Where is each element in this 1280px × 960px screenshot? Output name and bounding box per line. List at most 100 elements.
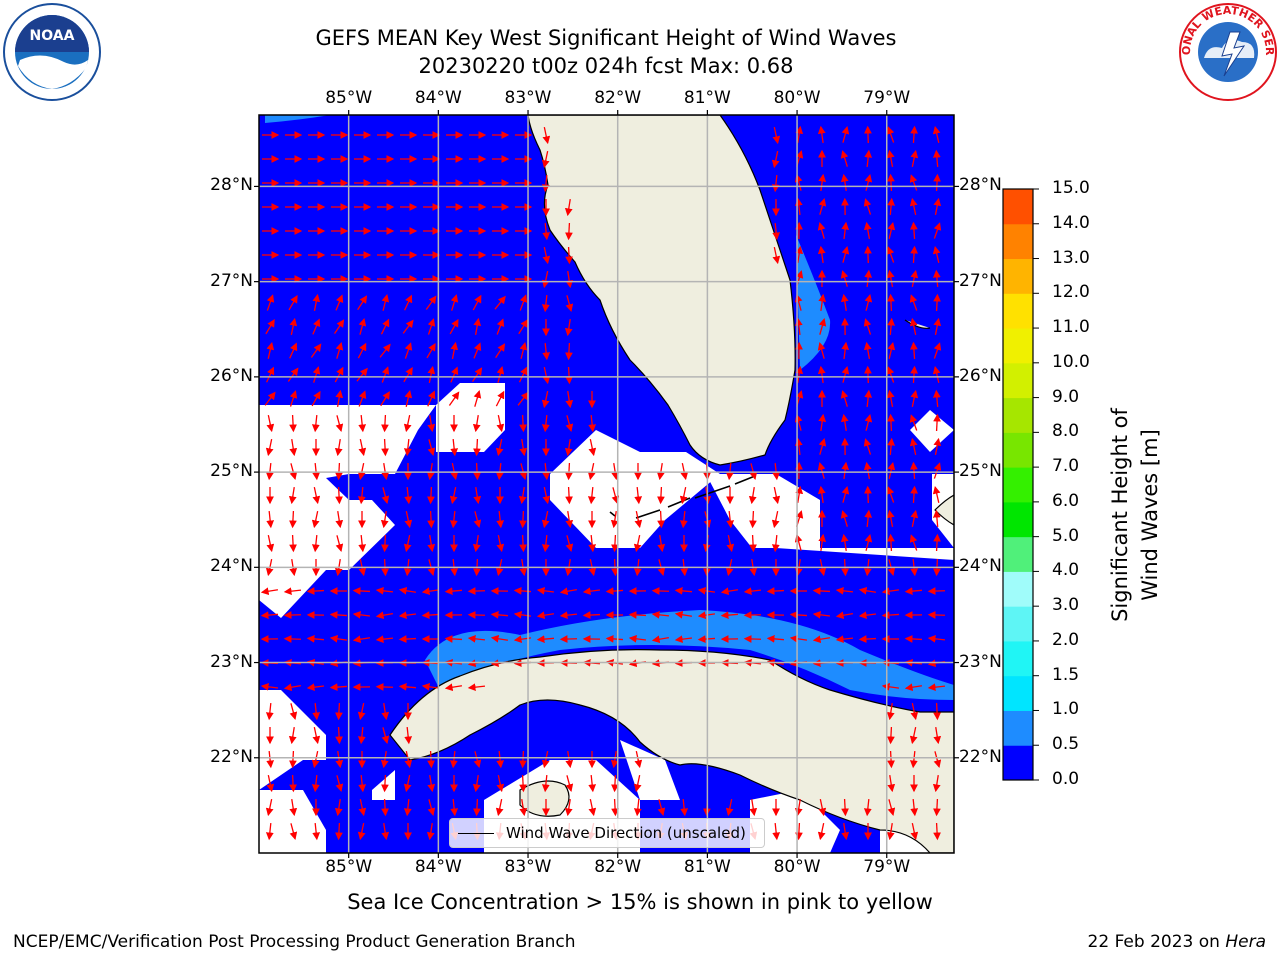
wave-direction-arrow bbox=[403, 775, 412, 793]
wave-direction-arrow bbox=[352, 587, 371, 595]
wave-direction-arrow bbox=[312, 822, 321, 841]
lat-label-left: 28°N bbox=[210, 175, 253, 196]
wave-direction-arrow bbox=[749, 798, 758, 817]
wave-direction-arrow bbox=[375, 683, 394, 691]
wave-direction-arrow bbox=[725, 799, 734, 817]
wave-direction-arrow bbox=[749, 463, 758, 480]
wave-direction-arrow bbox=[564, 798, 573, 817]
colorbar-bin bbox=[1003, 397, 1033, 433]
wave-direction-arrow bbox=[312, 702, 321, 721]
wave-direction-arrow bbox=[863, 318, 872, 335]
wave-direction-arrow bbox=[381, 366, 390, 383]
lon-label-top: 83°W bbox=[504, 88, 552, 108]
wave-direction-arrow bbox=[771, 534, 780, 553]
lat-label-right: 28°N bbox=[959, 175, 1002, 196]
wave-direction-arrow bbox=[473, 798, 481, 817]
wave-direction-arrow bbox=[427, 750, 435, 769]
wave-direction-arrow bbox=[789, 611, 808, 619]
wave-direction-arrow bbox=[743, 611, 762, 619]
colorbar-bin bbox=[1003, 571, 1033, 607]
wave-direction-arrow bbox=[795, 365, 804, 384]
lat-label-left: 24°N bbox=[210, 556, 253, 577]
wave-direction-arrow bbox=[541, 271, 550, 289]
wave-direction-arrow bbox=[887, 726, 895, 745]
wave-direction-arrow bbox=[909, 727, 918, 745]
nws-logo: NATIONAL WEATHER SERVICE bbox=[1178, 2, 1277, 101]
wave-direction-arrow bbox=[444, 683, 463, 692]
wave-direction-arrow bbox=[288, 726, 297, 745]
wave-direction-arrow bbox=[841, 486, 850, 503]
wave-direction-arrow bbox=[886, 486, 895, 503]
wave-direction-arrow bbox=[726, 535, 735, 553]
wave-direction-arrow bbox=[674, 610, 693, 619]
wave-direction-arrow bbox=[357, 463, 366, 481]
wave-direction-arrow bbox=[565, 462, 573, 481]
wave-direction-arrow bbox=[495, 439, 504, 457]
bahamas-islands bbox=[904, 319, 954, 526]
isla-juventud bbox=[519, 780, 570, 817]
wave-direction-arrow bbox=[519, 750, 527, 769]
wave-direction-arrow bbox=[541, 151, 550, 169]
wave-direction-arrow bbox=[266, 415, 275, 433]
wave-direction-arrow bbox=[651, 587, 670, 595]
wave-direction-arrow bbox=[404, 294, 413, 311]
wave-direction-arrow bbox=[887, 173, 895, 192]
wave-direction-arrow bbox=[933, 317, 942, 335]
wave-direction-arrow bbox=[404, 511, 413, 529]
wave-direction-arrow bbox=[312, 487, 321, 505]
wave-direction-arrow bbox=[565, 486, 573, 505]
wave-direction-arrow bbox=[565, 295, 574, 312]
wave-direction-arrow bbox=[358, 774, 367, 793]
wave-direction-arrow bbox=[335, 486, 343, 505]
wave-direction-arrow bbox=[886, 269, 895, 287]
wave-direction-arrow bbox=[789, 634, 808, 643]
wave-direction-arrow bbox=[679, 487, 688, 505]
wave-direction-arrow bbox=[910, 798, 919, 817]
wave-direction-arrow bbox=[450, 798, 459, 817]
wave-direction-arrow bbox=[289, 317, 298, 335]
wave-direction-arrow bbox=[628, 634, 647, 643]
wave-direction-arrow bbox=[265, 462, 274, 481]
wave-direction-arrow bbox=[312, 318, 321, 335]
wave-direction-arrow bbox=[449, 487, 458, 505]
wave-direction-arrow bbox=[910, 149, 919, 167]
wave-direction-arrow bbox=[864, 485, 872, 504]
wave-direction-arrow bbox=[496, 510, 505, 529]
wave-direction-arrow bbox=[835, 635, 854, 644]
wave-direction-arrow bbox=[910, 389, 919, 407]
wave-direction-arrow bbox=[772, 222, 781, 241]
wave-direction-arrow bbox=[495, 390, 505, 407]
higher-wave-band bbox=[265, 115, 954, 700]
wave-direction-arrow bbox=[265, 319, 275, 335]
wave-direction-arrow bbox=[817, 222, 826, 239]
wave-direction-arrow bbox=[450, 438, 459, 457]
wave-direction-arrow bbox=[541, 391, 550, 409]
wave-direction-arrow bbox=[933, 342, 942, 359]
wave-direction-arrow bbox=[311, 751, 320, 769]
wave-direction-arrow bbox=[933, 702, 941, 721]
wave-direction-arrow bbox=[933, 222, 942, 239]
wave-direction-arrow bbox=[381, 702, 390, 721]
wave-direction-arrow bbox=[312, 293, 321, 311]
colorbar-bin bbox=[1003, 745, 1033, 781]
wave-direction-arrow bbox=[289, 798, 298, 817]
wave-direction-arrow bbox=[536, 611, 555, 620]
wave-direction-arrow bbox=[335, 342, 344, 359]
wave-direction-arrow bbox=[605, 635, 624, 643]
wave-direction-arrow bbox=[266, 294, 275, 311]
wave-direction-arrow bbox=[333, 319, 345, 334]
wave-direction-arrow bbox=[335, 294, 344, 311]
wave-direction-arrow bbox=[909, 174, 918, 191]
colorbar-tick-label: 1.5 bbox=[1052, 664, 1080, 685]
wave-direction-arrow bbox=[933, 751, 942, 768]
wave-direction-arrow bbox=[634, 511, 643, 529]
wave-direction-arrow bbox=[473, 486, 482, 505]
wave-direction-arrow bbox=[398, 635, 417, 643]
wave-direction-arrow bbox=[910, 269, 919, 287]
wave-direction-arrow bbox=[444, 635, 463, 643]
wave-direction-arrow bbox=[772, 127, 781, 145]
wave-direction-arrow bbox=[260, 587, 279, 596]
wave-direction-arrow bbox=[519, 438, 528, 457]
wave-direction-arrow bbox=[311, 534, 320, 553]
wave-direction-arrow bbox=[381, 414, 389, 433]
